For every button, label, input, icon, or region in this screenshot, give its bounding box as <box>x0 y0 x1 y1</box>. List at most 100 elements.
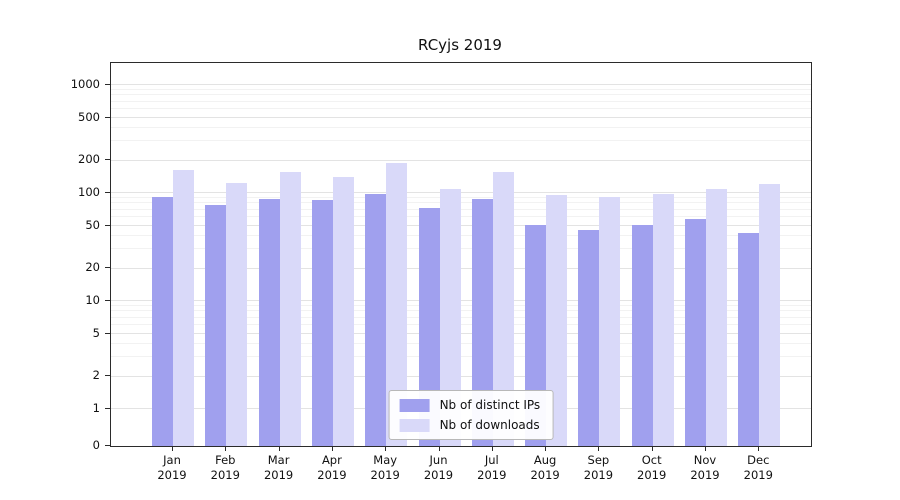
x-tick-mark <box>705 446 706 451</box>
bar-distinct-ips <box>205 204 227 446</box>
minor-gridline <box>111 126 811 128</box>
minor-gridline <box>111 107 811 109</box>
y-tick-mark <box>105 159 110 161</box>
x-tick-year: 2019 <box>583 468 614 482</box>
bar-downloads <box>226 182 248 446</box>
bar-downloads <box>439 188 461 446</box>
x-tick-label: Dec 2019 <box>728 453 788 483</box>
y-tick-label: 50 <box>85 217 100 232</box>
x-tick-label: Mar 2019 <box>249 453 309 483</box>
minor-gridline <box>111 94 811 96</box>
major-gridline <box>111 332 811 334</box>
minor-gridline <box>111 342 811 344</box>
y-tick-label: 1000 <box>70 77 100 91</box>
legend-label-distinct-ips: Nb of distinct IPs <box>439 398 541 412</box>
bar-distinct-ips <box>311 200 333 446</box>
y-tick-label: 500 <box>78 109 100 124</box>
bar-downloads <box>652 193 674 446</box>
x-tick-month: Jul <box>484 453 499 467</box>
x-tick-label: Jul 2019 <box>462 453 522 483</box>
x-tick-month: Feb <box>215 453 236 467</box>
y-tick-label: 200 <box>78 152 100 167</box>
x-tick-label: Feb 2019 <box>195 453 255 483</box>
x-tick-year: 2019 <box>423 468 454 482</box>
y-tick-mark <box>105 375 110 377</box>
y-tick-mark <box>105 332 110 334</box>
chart-title: RCyjs 2019 <box>418 36 502 54</box>
bar-downloads <box>599 196 621 446</box>
minor-gridline <box>111 208 811 210</box>
x-tick-year: 2019 <box>477 468 507 482</box>
minor-gridline <box>111 88 811 90</box>
x-tick-month: Mar <box>267 453 290 467</box>
y-tick-mark <box>105 300 110 301</box>
x-tick-year: 2019 <box>370 468 400 482</box>
bar-distinct-ips <box>365 194 387 446</box>
minor-gridline <box>111 323 811 325</box>
major-gridline <box>111 267 811 269</box>
minor-gridline <box>111 248 811 250</box>
x-tick-year: 2019 <box>690 468 720 482</box>
bar-downloads <box>173 169 194 446</box>
x-tick-mark <box>225 446 227 451</box>
x-tick-year: 2019 <box>743 468 773 482</box>
x-tick-label: Oct 2019 <box>622 453 682 483</box>
major-gridline <box>111 116 811 118</box>
x-tick-mark <box>598 446 600 451</box>
bar-downloads <box>279 172 301 446</box>
x-tick-mark <box>331 446 333 451</box>
bar-downloads <box>546 195 568 446</box>
minor-gridline <box>111 100 811 102</box>
plot-area: Nb of distinct IPs Nb of downloads <box>110 62 812 447</box>
minor-gridline <box>111 202 811 204</box>
y-tick-mark <box>105 224 110 226</box>
x-tick-month: Oct <box>641 453 662 467</box>
y-tick-label: 20 <box>85 260 100 275</box>
x-tick-month: Sep <box>587 453 610 467</box>
bar-downloads <box>706 188 727 446</box>
legend-label-downloads: Nb of downloads <box>439 418 540 432</box>
major-gridline <box>111 84 811 85</box>
x-tick-month: Dec <box>747 453 770 467</box>
x-tick-mark <box>385 446 387 451</box>
x-tick-year: 2019 <box>317 468 347 482</box>
minor-gridline <box>111 304 811 306</box>
minor-gridline <box>111 316 811 318</box>
x-tick-year: 2019 <box>210 468 240 482</box>
x-tick-mark <box>545 446 547 451</box>
x-tick-mark <box>438 446 440 451</box>
x-tick-mark <box>758 446 760 451</box>
major-gridline <box>111 192 811 193</box>
legend: Nb of distinct IPs Nb of downloads <box>388 390 554 440</box>
bar-distinct-ips <box>578 230 600 446</box>
y-tick-label: 2 <box>92 368 100 383</box>
major-gridline <box>111 159 811 161</box>
x-tick-mark <box>172 446 173 451</box>
major-gridline <box>111 300 811 301</box>
bar-distinct-ips <box>152 196 173 446</box>
bar-downloads <box>332 177 354 446</box>
x-tick-month: Nov <box>693 453 717 467</box>
minor-gridline <box>111 140 811 142</box>
bar-downloads <box>492 172 514 446</box>
x-tick-label: Aug 2019 <box>515 453 575 483</box>
y-tick-label: 10 <box>85 293 100 307</box>
x-tick-mark <box>651 446 653 451</box>
y-tick-mark <box>105 116 110 118</box>
x-tick-year: 2019 <box>530 468 560 482</box>
y-tick-mark <box>105 267 110 269</box>
y-tick-label: 100 <box>78 185 100 199</box>
legend-row-distinct-ips: Nb of distinct IPs <box>399 398 541 412</box>
bar-downloads <box>386 162 408 446</box>
bar-distinct-ips <box>685 218 706 446</box>
minor-gridline <box>111 196 811 198</box>
x-tick-month: May <box>373 453 398 467</box>
x-tick-label: May 2019 <box>355 453 415 483</box>
y-tick-mark <box>105 445 110 446</box>
minor-gridline <box>111 310 811 312</box>
y-tick-mark <box>105 84 110 85</box>
major-gridline <box>111 224 811 226</box>
x-tick-label: Jan 2019 <box>142 453 202 483</box>
y-tick-label: 1 <box>92 401 100 415</box>
